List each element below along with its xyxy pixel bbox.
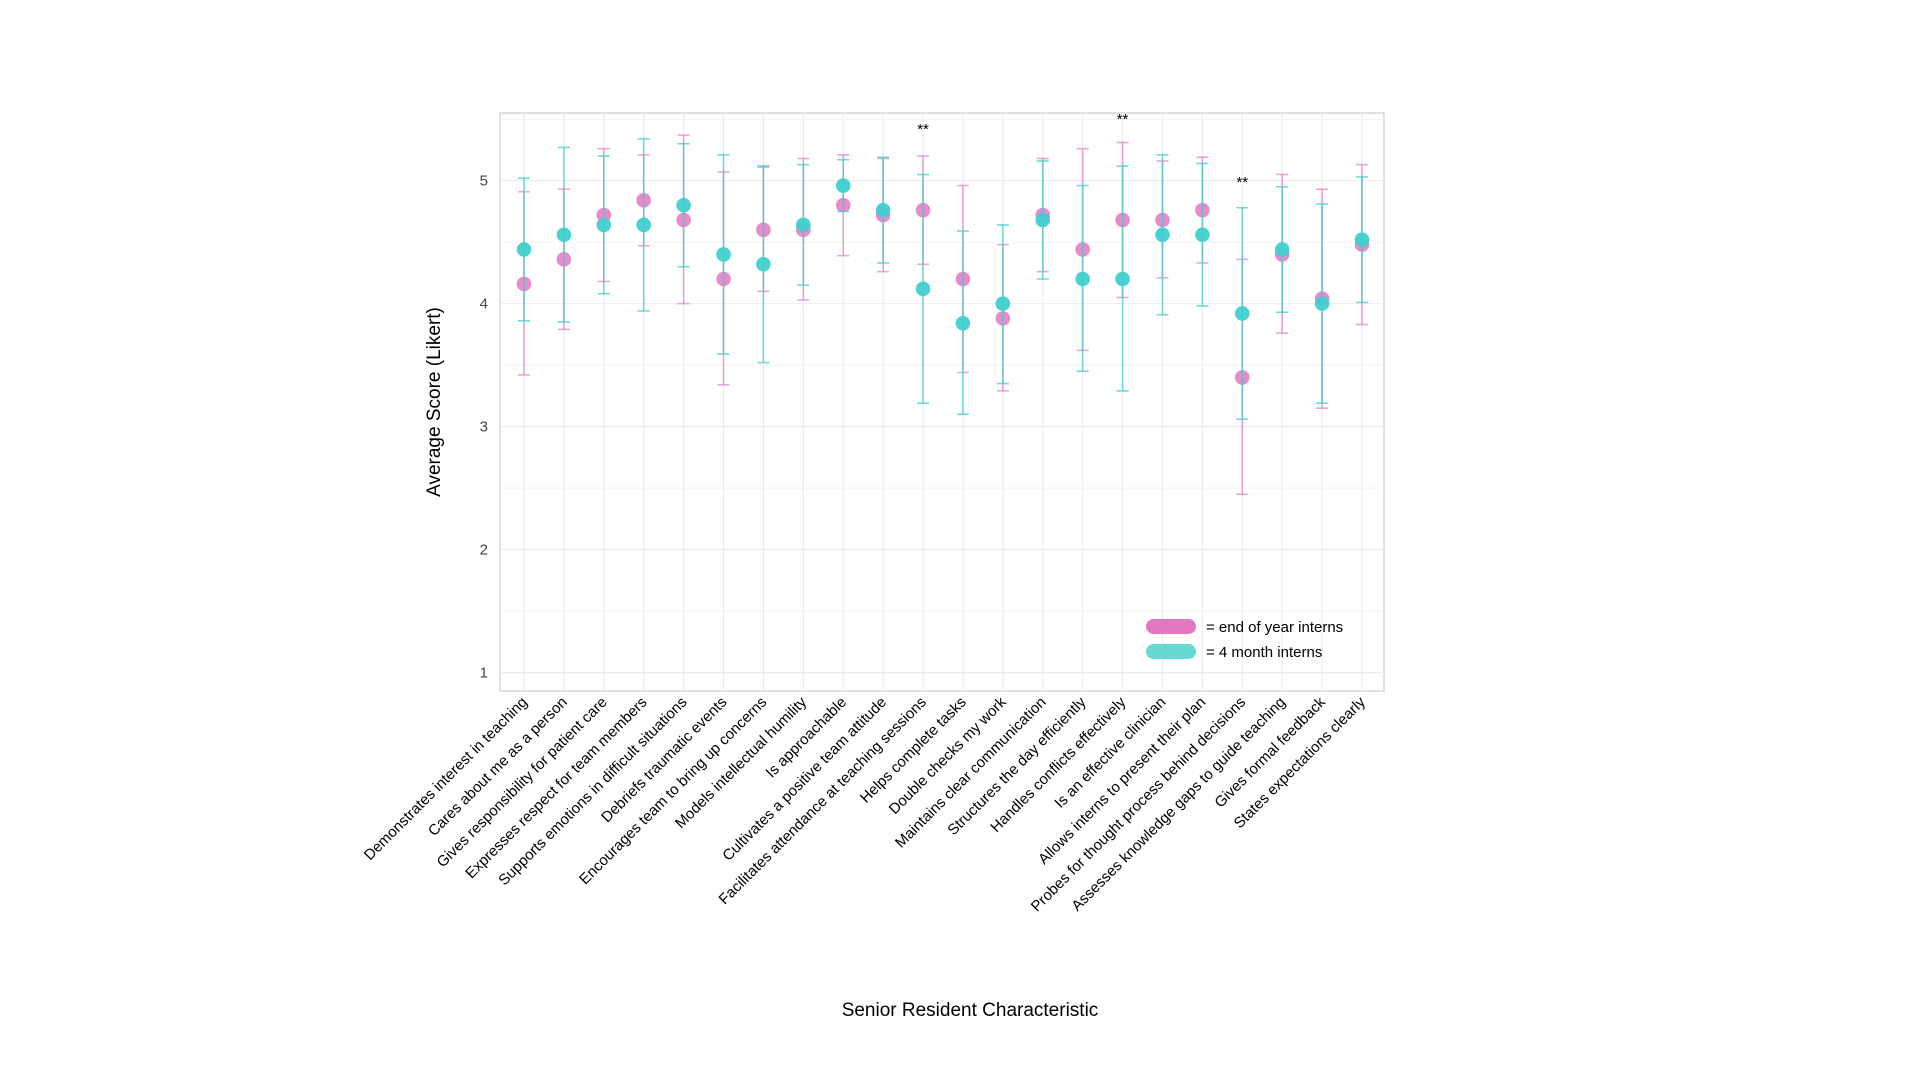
legend: = end of year interns = 4 month interns: [1146, 619, 1343, 661]
data-point: [835, 178, 851, 193]
y-tick-label: 5: [480, 173, 488, 190]
data-point: [516, 242, 532, 257]
legend-swatch-4-month: [1146, 644, 1196, 659]
data-point: [596, 217, 612, 233]
y-tick-label: 3: [480, 419, 488, 436]
data-point: [1075, 271, 1090, 287]
data-point: [875, 202, 891, 218]
data-point: [1195, 227, 1210, 243]
data-point: [1234, 306, 1250, 321]
data-point: [636, 217, 652, 233]
data-point: [1314, 296, 1330, 311]
significance-label: **: [917, 121, 929, 138]
y-tick-labels: 1 2 3 4 5: [480, 173, 488, 682]
y-tick-label: 2: [480, 542, 488, 559]
legend-label-4-month: = 4 month interns: [1206, 644, 1322, 661]
series-1: [516, 138, 1370, 421]
data-point: [1115, 271, 1130, 287]
data-point: [676, 197, 691, 213]
data-point: [756, 256, 771, 272]
y-axis-label: Average Score (Likert): [424, 307, 445, 497]
legend-label-end-of-year: = end of year interns: [1206, 619, 1343, 636]
significance-label: **: [1236, 174, 1248, 191]
x-tick-label: Gives responsibility for patient care: [434, 694, 611, 871]
data-marks: [516, 134, 1370, 496]
data-point: [915, 281, 931, 297]
plot-panel: [499, 112, 1385, 692]
data-point: [955, 315, 971, 331]
data-point: [995, 296, 1011, 311]
data-point: [716, 247, 731, 262]
x-axis-label: Senior Resident Characteristic: [842, 1000, 1099, 1021]
significance-label: **: [1117, 111, 1129, 128]
y-tick-label: 4: [480, 296, 488, 313]
y-tick-label: 1: [480, 665, 488, 682]
data-point: [556, 227, 572, 243]
data-point: [1274, 242, 1290, 257]
data-point: [1354, 232, 1370, 247]
data-point: [796, 217, 811, 233]
data-point: [1035, 212, 1051, 228]
legend-swatch-end-of-year: [1146, 619, 1196, 634]
data-point: [1155, 227, 1170, 243]
significance-annotations: ** ** **: [917, 111, 1248, 191]
